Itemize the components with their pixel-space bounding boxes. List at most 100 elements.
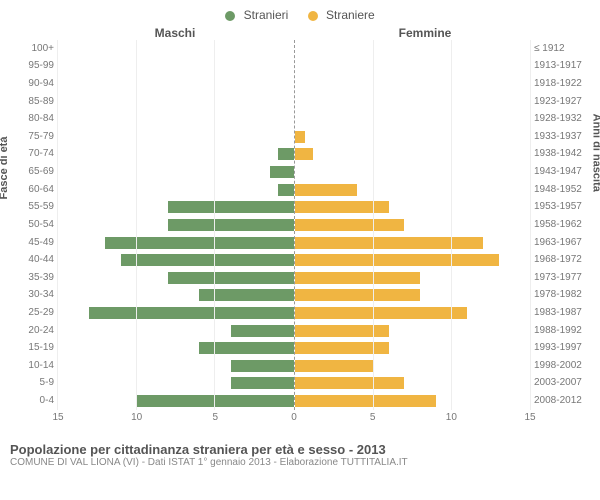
birth-year-label: ≤ 1912 (534, 44, 590, 54)
bar-row-female (295, 218, 531, 232)
age-group-label: 15-19 (10, 343, 54, 353)
birth-year-label: 1928-1932 (534, 114, 590, 124)
x-tick: 5 (213, 412, 219, 423)
bar-row-female (295, 130, 531, 144)
bar-row-female (295, 59, 531, 73)
legend: Stranieri Straniere (10, 8, 590, 22)
birth-year-label: 1913-1917 (534, 61, 590, 71)
bar-male (168, 272, 294, 284)
bar-female (295, 377, 405, 389)
birth-year-label: 1953-1957 (534, 202, 590, 212)
age-group-label: 5-9 (10, 378, 54, 388)
bar-row-female (295, 324, 531, 338)
bar-female (295, 325, 389, 337)
x-tick: 15 (524, 412, 535, 423)
bar-row-male (58, 271, 294, 285)
birth-year-label: 1933-1937 (534, 132, 590, 142)
gridline (530, 40, 531, 410)
birth-year-label: 1988-1992 (534, 326, 590, 336)
y-axis-right-ticks: ≤ 1912 1913-1917 1918-1922 1923-1927 1928-19… (530, 40, 590, 410)
panel-titles: Maschi Femmine (10, 26, 590, 40)
x-tick: 15 (52, 412, 63, 423)
birth-year-label: 1998-2002 (534, 361, 590, 371)
legend-swatch-male (225, 11, 235, 21)
plot-area: Fasce di età 100+95-9990-9485-8980-8475-… (10, 40, 590, 410)
bar-female (295, 307, 468, 319)
bar-row-male (58, 341, 294, 355)
female-bars-panel (295, 40, 531, 410)
bar-row-female (295, 271, 531, 285)
age-group-label: 45-49 (10, 238, 54, 248)
birth-year-label: 1948-1952 (534, 185, 590, 195)
x-axis-right: 51015 (294, 410, 530, 436)
gridline (451, 40, 452, 410)
bar-male (168, 201, 294, 213)
bar-female (295, 237, 483, 249)
legend-item-male: Stranieri (225, 8, 288, 22)
birth-year-label: 1918-1922 (534, 79, 590, 89)
bar-male (231, 360, 294, 372)
panel-title-male: Maschi (10, 26, 300, 40)
bar-male (168, 219, 294, 231)
bar-row-male (58, 376, 294, 390)
age-group-label: 35-39 (10, 273, 54, 283)
male-bars-panel (58, 40, 295, 410)
age-group-label: 100+ (10, 44, 54, 54)
bar-row-male (58, 288, 294, 302)
bar-male (278, 184, 294, 196)
birth-year-label: 1978-1982 (534, 290, 590, 300)
bar-row-female (295, 147, 531, 161)
birth-year-label: 1968-1972 (534, 255, 590, 265)
bar-row-male (58, 394, 294, 408)
bar-male (270, 166, 294, 178)
bar-row-female (295, 341, 531, 355)
birth-year-label: 1973-1977 (534, 273, 590, 283)
gridline (57, 40, 58, 410)
bar-row-male (58, 306, 294, 320)
chart-caption: Popolazione per cittadinanza straniera p… (10, 442, 590, 468)
x-tick: 5 (370, 412, 376, 423)
y-axis-right-label: Anni di nascita (590, 114, 600, 192)
bar-row-female (295, 77, 531, 91)
caption-subtitle: COMUNE DI VAL LIONA (VI) - Dati ISTAT 1°… (10, 457, 590, 468)
age-group-label: 70-74 (10, 149, 54, 159)
panel-title-female: Femmine (300, 26, 590, 40)
bar-female (295, 184, 358, 196)
population-pyramid-chart: Stranieri Straniere Maschi Femmine Fasce… (0, 0, 600, 500)
age-group-label: 90-94 (10, 79, 54, 89)
gridline (373, 40, 374, 410)
bar-female (295, 360, 373, 372)
age-group-label: 10-14 (10, 361, 54, 371)
bar-row-male (58, 359, 294, 373)
bar-row-male (58, 112, 294, 126)
age-group-label: 95-99 (10, 61, 54, 71)
age-group-label: 30-34 (10, 290, 54, 300)
bar-male (278, 148, 294, 160)
y-axis-left-label: Fasce di età (0, 137, 10, 200)
x-tick: 10 (131, 412, 142, 423)
birth-year-label: 1943-1947 (534, 167, 590, 177)
bar-male (231, 377, 294, 389)
bar-row-male (58, 218, 294, 232)
birth-year-label: 2008-2012 (534, 396, 590, 406)
bar-female (295, 254, 499, 266)
bar-row-male (58, 59, 294, 73)
birth-year-label: 1923-1927 (534, 97, 590, 107)
bar-row-female (295, 359, 531, 373)
birth-year-label: 1983-1987 (534, 308, 590, 318)
bar-female (295, 148, 314, 160)
bar-row-female (295, 200, 531, 214)
legend-label-male: Stranieri (244, 8, 289, 22)
bar-male (231, 325, 294, 337)
bar-row-female (295, 253, 531, 267)
birth-year-label: 1993-1997 (534, 343, 590, 353)
bar-female (295, 272, 421, 284)
bar-row-female (295, 95, 531, 109)
legend-item-female: Straniere (308, 8, 375, 22)
bar-female (295, 201, 389, 213)
age-group-label: 60-64 (10, 185, 54, 195)
bar-female (295, 131, 306, 143)
birth-year-label: 2003-2007 (534, 378, 590, 388)
x-tick: 10 (446, 412, 457, 423)
age-group-label: 80-84 (10, 114, 54, 124)
